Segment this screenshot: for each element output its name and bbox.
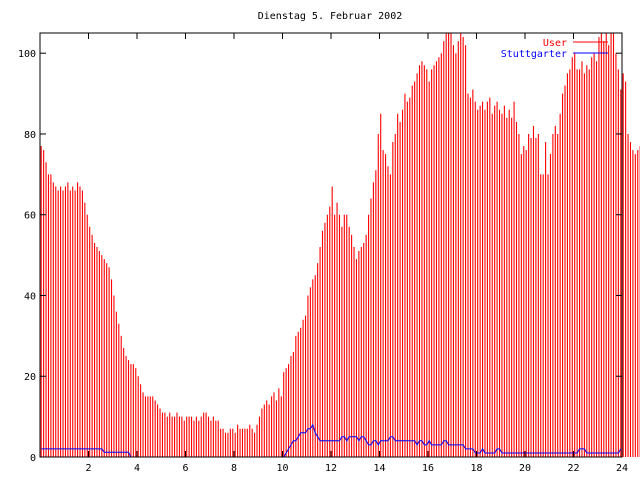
x-tick-label: 24 xyxy=(616,463,628,474)
y-axis: 0 20 40 60 80 100 xyxy=(18,49,622,464)
x-tick-label: 14 xyxy=(373,463,385,474)
y-tick-label: 100 xyxy=(18,49,36,60)
y-tick-label: 80 xyxy=(24,130,36,141)
x-tick-label: 4 xyxy=(134,463,140,474)
x-tick-label: 18 xyxy=(470,463,482,474)
x-tick-label: 8 xyxy=(231,463,237,474)
x-tick-label: 10 xyxy=(276,463,288,474)
legend-label-user: User xyxy=(543,38,567,49)
x-tick-label: 16 xyxy=(422,463,434,474)
x-tick-label: 2 xyxy=(85,463,91,474)
legend: User Stuttgarter xyxy=(501,38,608,60)
x-axis: 2 4 6 8 10 12 14 16 18 20 22 24 xyxy=(85,33,628,474)
legend-label-stuttgarter: Stuttgarter xyxy=(501,49,567,60)
user-bars xyxy=(40,33,640,457)
x-tick-label: 22 xyxy=(567,463,579,474)
y-tick-label: 20 xyxy=(24,372,36,383)
chart-title: Dienstag 5. Februar 2002 xyxy=(258,11,403,22)
x-tick-label: 6 xyxy=(182,463,188,474)
x-tick-label: 20 xyxy=(519,463,531,474)
y-tick-label: 0 xyxy=(30,453,36,464)
y-tick-label: 40 xyxy=(24,291,36,302)
plot-frame xyxy=(39,32,623,458)
y-tick-label: 60 xyxy=(24,211,36,222)
x-tick-label: 12 xyxy=(325,463,337,474)
